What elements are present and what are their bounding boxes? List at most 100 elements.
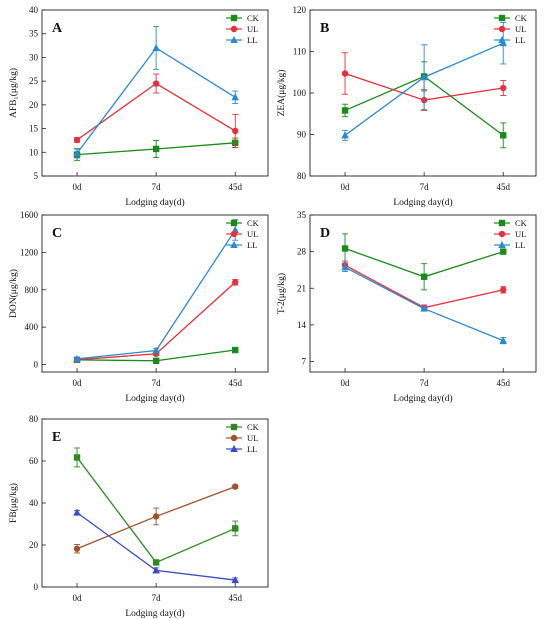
data-point [73,149,81,157]
legend-item: CK [494,218,528,228]
series-ck [73,137,239,161]
y-tick-label: 35 [29,29,39,39]
panel-e: 0 20 40 60 80 0d 7d 45d Lodging day(d) FB(μg/kg) E… [8,414,269,619]
legend-marker [230,423,238,431]
legend-item: LL [226,35,257,45]
y-axis-label: ZEA(μg/kg) [276,70,287,117]
plot-frame [41,9,269,177]
panel-letter: C [52,226,62,241]
panel-letter: D [320,226,330,241]
x-tick-label: 45d [228,378,242,388]
y-tick-label: 110 [293,47,307,57]
y-tick-label: 35 [297,210,307,220]
legend-marker [498,241,506,248]
series-ll [73,26,240,159]
data-point [232,346,239,354]
x-tick-label: 45d [228,182,242,192]
y-tick-label: 80 [297,171,307,181]
y-tick-label: 40 [29,498,39,508]
x-tick-label: 7d [152,378,162,388]
legend-label: LL [247,35,257,45]
legend-label: LL [247,240,257,250]
y-axis-label: AFB₁(μg/kg) [8,68,19,118]
y-tick-label: 14 [297,320,307,330]
series-ll [341,22,508,141]
data-point [341,263,349,271]
data-point [152,566,160,574]
y-tick-label: 10 [29,147,39,157]
x-axis-label: Lodging day(d) [125,197,184,208]
panel-a: 5 10 15 20 25 30 35 40 0d 7d 45d Lodging day(d) AFB₁… [8,5,269,208]
x-axis-label: Lodging day(d) [393,393,452,404]
legend-marker [498,230,506,238]
data-point [232,525,239,532]
data-point [232,483,239,490]
x-axis-label: Lodging day(d) [125,393,184,404]
series-ll [73,219,240,362]
data-point [420,73,428,81]
legend-item: UL [226,229,258,239]
y-tick-label: 400 [25,322,39,332]
y-tick-label: 7 [302,357,307,367]
y-tick-label: 0 [34,360,39,370]
legend-item: LL [226,240,257,250]
x-tick-label: 0d [73,378,83,388]
data-point [341,131,349,139]
legend-label: LL [515,35,525,45]
plot-frame [41,214,269,373]
x-tick-label: 45d [496,378,510,388]
data-point [152,513,160,520]
legend-marker [230,241,238,248]
series-ll [73,508,240,584]
legend-marker [498,25,506,33]
data-point [341,245,349,252]
legend-item: CK [226,218,260,228]
x-tick-label: 0d [341,182,351,192]
data-point [152,43,160,51]
x-tick-label: 7d [152,182,162,192]
x-axis-label: Lodging day(d) [393,197,452,208]
legend-marker [230,14,238,22]
data-point [341,107,349,114]
legend-item: UL [226,433,258,443]
y-tick-label: 1600 [20,210,39,220]
y-axis-label: T-2(μg/kg) [276,273,287,314]
y-tick-label: 0 [34,582,39,592]
series-ll [341,262,508,345]
legend-marker [230,445,238,452]
y-tick-label: 25 [29,76,39,86]
panel-b: 80 90 100 110 120 0d 7d 45d Lodging day(d) ZEA(μg… [276,5,537,208]
legend-item: UL [226,24,258,34]
data-point [152,80,160,87]
x-tick-label: 0d [73,593,83,603]
legend-label: UL [247,229,258,239]
y-tick-label: 5 [34,171,39,181]
legend-marker [498,14,506,22]
data-point [152,357,160,364]
panel-d: 7 14 21 28 35 0d 7d 45d Lodging day(d) T-2(μg/kg)… [276,210,537,404]
y-tick-label: 40 [29,5,39,15]
x-tick-label: 45d [228,593,242,603]
legend-marker [230,230,238,238]
data-point [152,145,160,153]
data-point [500,84,507,92]
y-tick-label: 90 [297,130,307,140]
y-tick-label: 15 [29,124,39,134]
data-point [499,336,508,344]
legend-label: UL [247,433,258,443]
legend-label: CK [515,218,528,228]
y-tick-label: 100 [293,88,307,98]
data-point [232,127,239,135]
y-tick-label: 60 [29,456,39,466]
legend-marker [498,36,506,43]
series-ul [73,73,239,148]
plot-frame [309,214,537,373]
legend-item: CK [226,13,260,23]
y-axis-label: FB(μg/kg) [8,483,19,523]
y-tick-label: 28 [297,247,307,257]
x-tick-label: 0d [73,182,83,192]
legend-marker [498,219,506,227]
legend-item: CK [226,422,260,432]
legend-label: UL [247,24,258,34]
x-tick-label: 45d [496,182,510,192]
